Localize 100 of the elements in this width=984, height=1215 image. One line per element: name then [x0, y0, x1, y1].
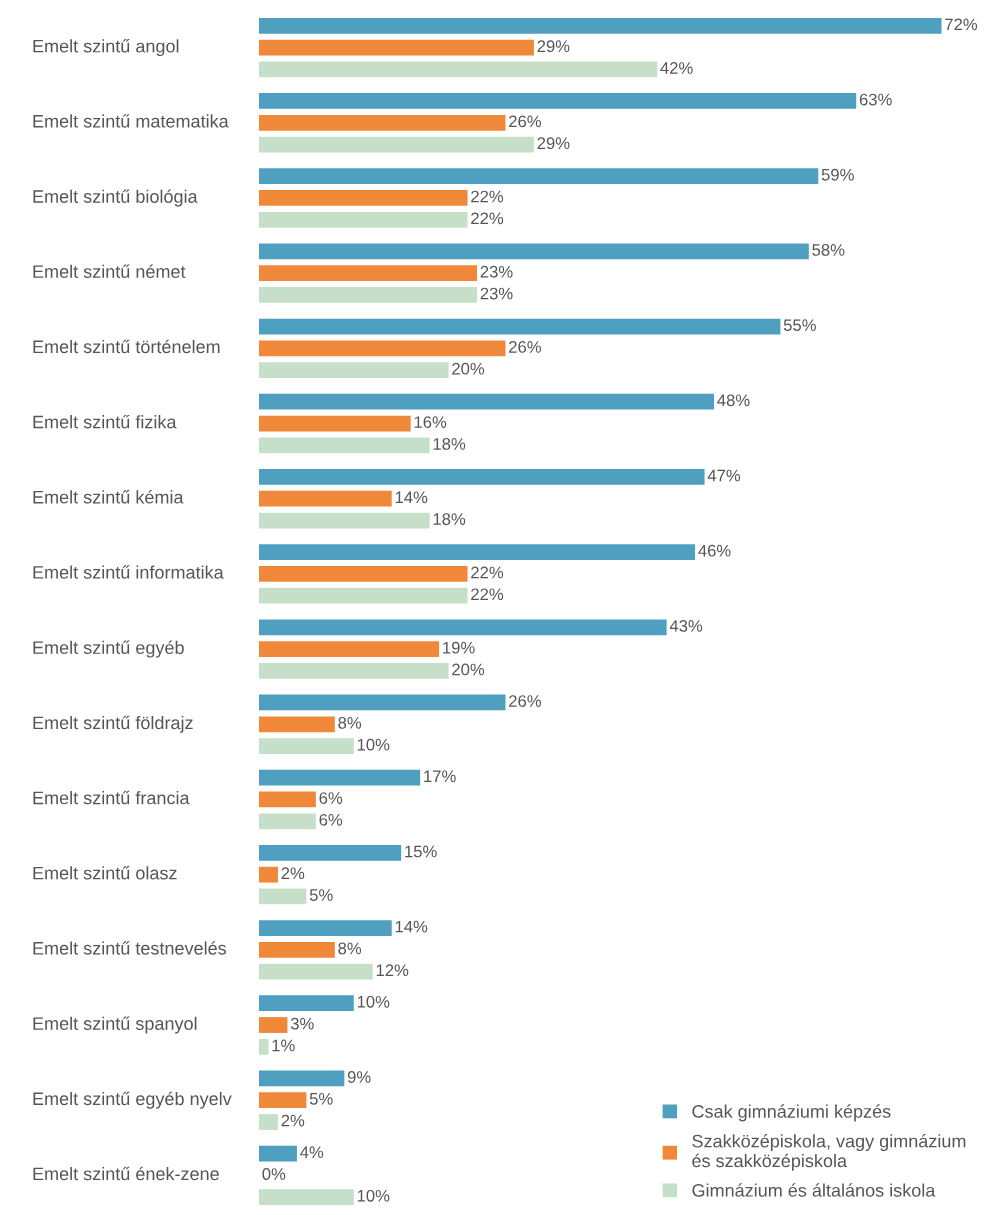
data-label: 72% — [945, 18, 978, 31]
data-label: 42% — [660, 62, 693, 74]
bar — [259, 641, 440, 657]
data-label: 4% — [300, 1146, 324, 1159]
y-tick-label: Emelt szintű földrajz — [33, 715, 193, 733]
legend-label: Szakközépiskola, vagy gimnázium és szakközépiskola — [692, 1134, 966, 1171]
bar — [259, 738, 354, 754]
y-tick-label: Emelt szintű testnevelés — [33, 941, 227, 955]
data-label: 26% — [509, 341, 542, 353]
bar — [259, 1092, 307, 1109]
bar — [259, 1070, 345, 1087]
data-label: 10% — [357, 995, 390, 1008]
data-label: 16% — [414, 416, 447, 429]
data-label: 6% — [319, 813, 343, 826]
data-label: 23% — [480, 265, 513, 278]
data-label: 5% — [309, 889, 333, 901]
bar — [259, 963, 373, 980]
bar — [259, 844, 402, 861]
data-label: 63% — [859, 93, 892, 106]
bar — [259, 114, 506, 131]
data-label: 22% — [471, 212, 504, 225]
data-label: 18% — [433, 513, 466, 525]
bar — [259, 243, 809, 260]
data-label: 43% — [669, 619, 703, 632]
y-tick-label: Emelt szintű egyéb — [33, 640, 184, 658]
bar — [259, 362, 449, 379]
data-label: 6% — [319, 792, 343, 804]
data-label: 10% — [357, 1189, 390, 1202]
bar — [259, 415, 411, 432]
data-label: 22% — [471, 566, 504, 579]
data-label: 2% — [281, 1114, 305, 1127]
bar — [259, 769, 421, 786]
data-label: 20% — [452, 362, 485, 375]
bar — [259, 1114, 278, 1130]
bar — [259, 490, 392, 507]
data-label: 26% — [509, 695, 542, 707]
bar — [259, 469, 705, 485]
y-tick-label: Emelt szintű matematika — [33, 114, 229, 128]
bar — [259, 1038, 269, 1055]
bar — [259, 17, 942, 34]
bar — [259, 587, 468, 604]
bar — [259, 920, 392, 936]
bar — [259, 136, 534, 153]
bar — [259, 61, 658, 78]
data-label: 19% — [443, 641, 475, 654]
y-tick-label: Emelt szintű francia — [33, 790, 190, 805]
bar — [259, 512, 430, 529]
data-label: 29% — [537, 137, 570, 150]
data-label: 1% — [272, 1039, 295, 1052]
bar — [259, 168, 819, 185]
data-label: 15% — [405, 845, 437, 858]
bar — [259, 888, 307, 905]
data-label: 2% — [281, 867, 305, 880]
bar — [259, 791, 316, 808]
bar — [259, 566, 468, 582]
data-label: 48% — [717, 394, 750, 407]
data-label: 22% — [471, 190, 504, 203]
bar — [259, 318, 781, 335]
bar — [259, 190, 468, 206]
data-label: 12% — [376, 964, 409, 977]
bar — [259, 941, 335, 958]
data-label: 0% — [262, 1168, 286, 1180]
data-label: 58% — [812, 244, 845, 256]
bar — [259, 1189, 354, 1206]
bar — [259, 287, 478, 303]
y-tick-label: Emelt szintű spanyol — [33, 1016, 197, 1034]
data-label: 46% — [698, 544, 731, 557]
legend-label: Gimnázium és általános iskola — [692, 1183, 936, 1197]
bar — [259, 393, 715, 410]
data-label: 20% — [452, 663, 485, 676]
y-tick-label: Emelt szintű fizika — [33, 414, 177, 429]
bar — [259, 544, 696, 560]
bar — [259, 866, 278, 883]
data-label: 47% — [707, 469, 741, 482]
data-label: 3% — [290, 1017, 314, 1030]
data-label: 5% — [309, 1092, 333, 1105]
bar — [259, 39, 534, 56]
y-tick-label: Emelt szintű német — [33, 264, 186, 278]
bar — [259, 619, 667, 636]
bar — [259, 211, 468, 228]
bar — [259, 340, 506, 357]
data-label: 8% — [338, 942, 362, 955]
y-tick-label: Emelt szintű angol — [33, 39, 179, 57]
y-tick-label: Emelt szintű egyéb nyelv — [33, 1091, 232, 1109]
bar — [259, 93, 857, 109]
data-label: 55% — [783, 319, 816, 332]
y-tick-label: Emelt szintű történelem — [33, 339, 220, 354]
data-label: 8% — [338, 716, 362, 729]
data-label: 10% — [357, 738, 390, 751]
bar — [259, 663, 449, 679]
data-label: 17% — [424, 770, 456, 783]
data-label: 29% — [537, 40, 570, 53]
data-label: 23% — [480, 287, 513, 300]
legend-label: Csak gimnáziumi képzés — [692, 1104, 891, 1122]
bar — [259, 265, 478, 282]
bar — [259, 1017, 288, 1033]
data-label: 26% — [509, 115, 542, 128]
bar — [259, 813, 316, 830]
bar — [259, 1145, 297, 1162]
y-tick-label: Emelt szintű ének-zene — [33, 1166, 219, 1181]
